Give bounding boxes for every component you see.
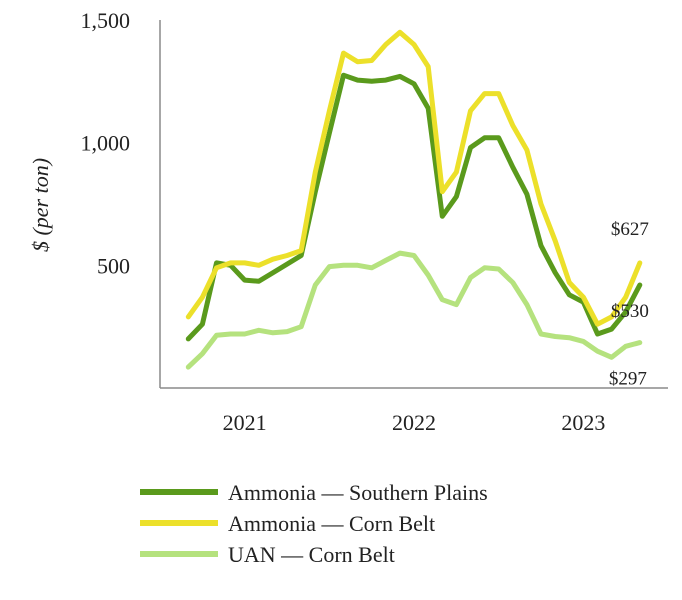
series-line (185, 29, 643, 327)
legend: Ammonia — Southern Plains Ammonia — Corn … (140, 480, 488, 567)
y-tick-label: 1,000 (81, 131, 131, 156)
x-tick-labels: 2021 2022 2023 (223, 410, 606, 435)
legend-label: Ammonia — Southern Plains (228, 480, 488, 505)
legend-label: UAN — Corn Belt (228, 542, 395, 567)
end-value-label: $530 (611, 301, 649, 322)
legend-label: Ammonia — Corn Belt (228, 511, 435, 536)
y-axis-label: $ (per ton) (28, 158, 53, 252)
series-line (185, 250, 643, 370)
series-lines (185, 29, 643, 370)
x-tick-label: 2023 (561, 410, 605, 435)
x-tick-label: 2021 (223, 410, 267, 435)
end-value-label: $627 (611, 219, 649, 240)
end-labels: $530 $627 $297 (609, 219, 649, 390)
axes (159, 20, 668, 389)
series-line (185, 72, 643, 342)
y-tick-labels: 500 1,000 1,500 (81, 8, 131, 278)
y-tick-label: 500 (97, 253, 130, 278)
y-tick-label: 1,500 (81, 8, 131, 33)
end-value-label: $297 (609, 369, 647, 390)
x-tick-label: 2022 (392, 410, 436, 435)
